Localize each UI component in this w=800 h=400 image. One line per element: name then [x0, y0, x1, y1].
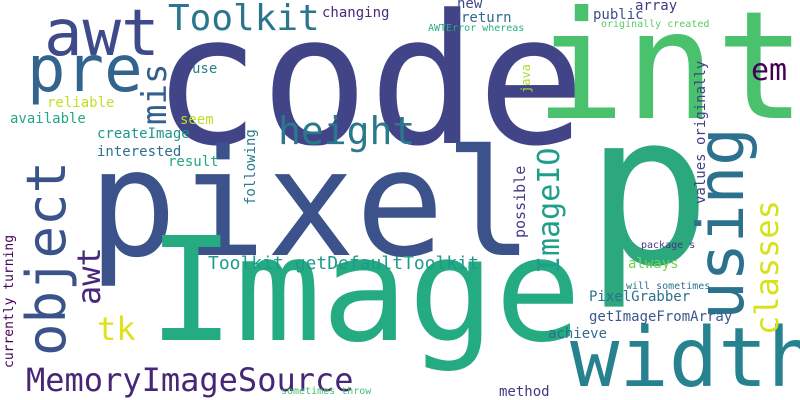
word-currently-turning: currently turning: [2, 234, 18, 368]
word-array: array: [635, 0, 678, 14]
word-package-s: package s: [641, 240, 696, 251]
word-new: new: [457, 0, 483, 12]
word-available: available: [10, 111, 86, 127]
word-code: code: [152, 0, 586, 186]
word-getimagefromarray: getImageFromArray: [589, 309, 733, 325]
word-always: always: [628, 256, 679, 272]
word-awt-small: awt: [70, 247, 109, 305]
word-classes: classes: [748, 200, 787, 335]
word-pixel: pixel: [88, 118, 534, 290]
word-result: result: [168, 154, 219, 170]
word-interested: interested: [97, 144, 182, 160]
word-pixelgrabber: PixelGrabber: [589, 289, 691, 305]
word-reliable: reliable: [47, 95, 115, 111]
word-following: following: [242, 129, 259, 205]
word-seem: seem: [180, 112, 214, 128]
word-java: java: [519, 64, 534, 93]
word-createimage: createImage: [97, 126, 190, 142]
word-imageio: ImageIO: [531, 147, 567, 274]
word-p: p: [585, 68, 712, 313]
word-will-sometimes: will sometimes: [626, 281, 711, 292]
word-values-originally: values originally: [692, 60, 709, 204]
word-mis: mis: [134, 63, 175, 125]
word-toolkit: Toolkit: [168, 0, 320, 39]
word-originally-created: originally created: [601, 19, 710, 30]
word-toolkit-getdefaulttoolkit: Toolkit getDefaultToolkit: [208, 253, 479, 274]
word-achieve: achieve: [548, 326, 608, 342]
word-memoryimagesource: MemoryImageSource: [26, 361, 354, 399]
word-return: return: [461, 10, 512, 26]
word-changing: changing: [322, 5, 390, 21]
word-int: int: [535, 0, 800, 154]
word-method: method: [499, 384, 550, 400]
word-public: public: [593, 7, 644, 23]
word-tk: tk: [97, 310, 136, 348]
word-use: use: [192, 61, 218, 77]
word-sometimes-throw: sometimes throw: [281, 386, 372, 397]
word-image: Image: [148, 206, 582, 374]
word-awt: awt: [44, 0, 160, 71]
word-object: object: [14, 160, 78, 356]
word-em: em: [751, 53, 788, 88]
word-height: height: [278, 109, 416, 153]
word-pre: pre: [27, 33, 143, 107]
word-possible: possible: [510, 165, 529, 238]
word-awterror-whereas: AWTError whereas: [428, 23, 525, 34]
word-width: width: [570, 311, 800, 400]
